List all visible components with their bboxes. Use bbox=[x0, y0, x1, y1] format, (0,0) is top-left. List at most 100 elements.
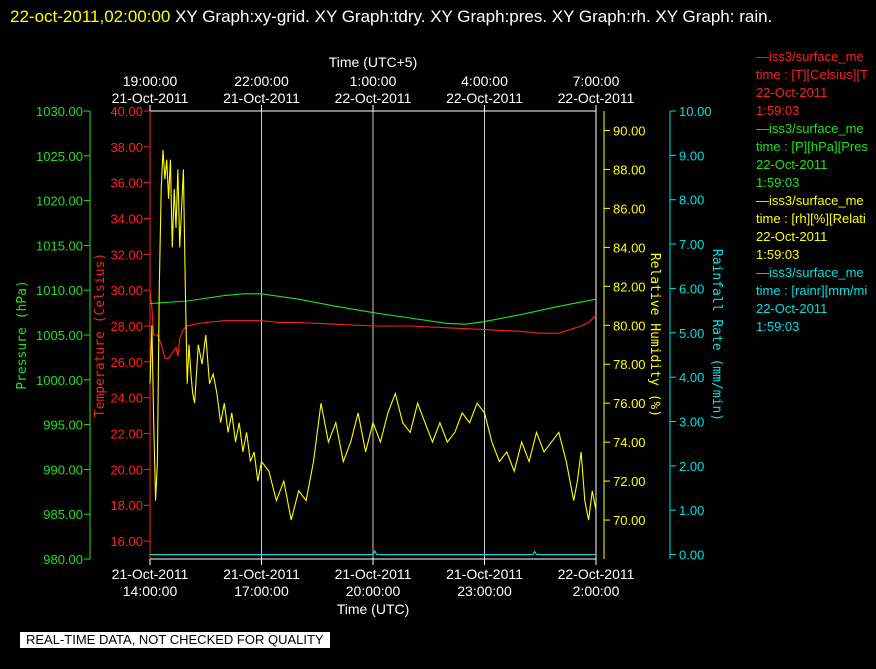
temperature-tick-label: 22.00 bbox=[110, 427, 143, 442]
rh-tick-label: 86.00 bbox=[613, 201, 646, 216]
rh-tick-label: 76.00 bbox=[613, 396, 646, 411]
x-axis-label: Time (UTC) bbox=[337, 601, 410, 617]
rh-tick-label: 70.00 bbox=[613, 513, 646, 528]
legend-entry-rainfall[interactable]: —iss3/surface_me time : [rainr][mm/mi 22… bbox=[756, 264, 876, 336]
pressure-tick-label: 990.00 bbox=[43, 462, 83, 477]
rain-tick-label: 8.00 bbox=[679, 193, 704, 208]
rain-tick-label: 1.00 bbox=[679, 503, 704, 518]
rain-tick-label: 9.00 bbox=[679, 148, 704, 163]
pressure-tick-label: 995.00 bbox=[43, 418, 83, 433]
legend-date: 22-Oct-2011 bbox=[756, 301, 828, 316]
x-tick-label: 22-Oct-2011 bbox=[558, 566, 635, 582]
pressure-tick-label: 1025.00 bbox=[36, 149, 83, 164]
x-top-tick-label: 4:00:00 bbox=[461, 73, 508, 89]
pressure-tick-label: 1000.00 bbox=[36, 373, 83, 388]
legend-date: 22-Oct-2011 bbox=[756, 85, 828, 100]
x-tick-label: 21-Oct-2011 bbox=[335, 566, 412, 582]
legend-panel: —iss3/surface_me time : [T][Celsius][T 2… bbox=[756, 48, 876, 336]
rain-tick-label: 3.00 bbox=[679, 414, 704, 429]
legend-series-name: —iss3/surface_me bbox=[756, 265, 864, 280]
x-top-tick-label: 22-Oct-2011 bbox=[558, 90, 635, 106]
temperature-tick-label: 20.00 bbox=[110, 462, 143, 477]
rh-tick-label: 80.00 bbox=[613, 318, 646, 333]
pressure-tick-label: 1020.00 bbox=[36, 194, 83, 209]
rain-tick-label: 2.00 bbox=[679, 459, 704, 474]
rh-tick-label: 74.00 bbox=[613, 435, 646, 450]
rh-tick-label: 84.00 bbox=[613, 240, 646, 255]
title-timestamp: 22-oct-2011,02:00:00 bbox=[10, 7, 171, 26]
x-tick-label: 21-Oct-2011 bbox=[446, 566, 523, 582]
legend-series-field: time : [P][hPa][Pres bbox=[756, 139, 868, 154]
x-tick-label: 17:00:00 bbox=[234, 583, 289, 599]
legend-entry-pressure[interactable]: —iss3/surface_me time : [P][hPa][Pres 22… bbox=[756, 120, 876, 192]
series-line-rh bbox=[149, 149, 597, 521]
x-top-tick-label: 7:00:00 bbox=[573, 73, 620, 89]
x-tick-label: 21-Oct-2011 bbox=[223, 566, 300, 582]
legend-time: 1:59:03 bbox=[756, 247, 800, 262]
x-tick-label: 21-Oct-2011 bbox=[112, 566, 189, 582]
legend-time: 1:59:03 bbox=[756, 103, 800, 118]
rain-tick-label: 4.00 bbox=[679, 370, 704, 385]
rh-tick-label: 82.00 bbox=[613, 279, 646, 294]
legend-series-name: —iss3/surface_me bbox=[756, 121, 864, 136]
temperature-tick-label: 18.00 bbox=[110, 498, 143, 513]
rain-axis-label: Rainfall Rate (mm/min) bbox=[709, 249, 724, 421]
rh-tick-label: 88.00 bbox=[613, 162, 646, 177]
x-top-tick-label: 21-Oct-2011 bbox=[223, 90, 300, 106]
pressure-tick-label: 980.00 bbox=[43, 552, 83, 567]
x-top-tick-label: 19:00:00 bbox=[123, 73, 178, 89]
title-text: XY Graph:xy-grid. XY Graph:tdry. XY Grap… bbox=[170, 7, 773, 26]
temperature-tick-label: 26.00 bbox=[110, 355, 143, 370]
rain-tick-label: 10.00 bbox=[679, 104, 712, 119]
legend-time: 1:59:03 bbox=[756, 319, 800, 334]
legend-series-field: time : [rh][%][Relati bbox=[756, 211, 866, 226]
temperature-tick-label: 38.00 bbox=[110, 140, 143, 155]
temperature-tick-label: 24.00 bbox=[110, 391, 143, 406]
pressure-tick-label: 1015.00 bbox=[36, 238, 83, 253]
x-top-tick-label: 22:00:00 bbox=[234, 73, 289, 89]
pressure-tick-label: 1005.00 bbox=[36, 328, 83, 343]
series-line-temperature bbox=[149, 290, 597, 359]
temperature-axis-label: Temperature (Celsius) bbox=[93, 253, 108, 417]
series-line-pressure bbox=[149, 293, 597, 325]
quality-warning-banner: REAL-TIME DATA, NOT CHECKED FOR QUALITY bbox=[20, 632, 330, 648]
legend-date: 22-Oct-2011 bbox=[756, 229, 828, 244]
x-top-tick-label: 22-Oct-2011 bbox=[446, 90, 523, 106]
legend-entry-temperature[interactable]: —iss3/surface_me time : [T][Celsius][T 2… bbox=[756, 48, 876, 120]
temperature-tick-label: 32.00 bbox=[110, 247, 143, 262]
rh-tick-label: 78.00 bbox=[613, 357, 646, 372]
pressure-tick-label: 985.00 bbox=[43, 507, 83, 522]
rh-axis-label: Relative Humidity (%) bbox=[647, 253, 662, 417]
x-tick-label: 14:00:00 bbox=[123, 583, 178, 599]
legend-series-name: —iss3/surface_me bbox=[756, 49, 864, 64]
page-title: 22-oct-2011,02:00:00 XY Graph:xy-grid. X… bbox=[10, 2, 860, 32]
legend-entry-humidity[interactable]: —iss3/surface_me time : [rh][%][Relati 2… bbox=[756, 192, 876, 264]
rain-tick-label: 5.00 bbox=[679, 326, 704, 341]
rain-tick-label: 6.00 bbox=[679, 281, 704, 296]
x-top-tick-label: 22-Oct-2011 bbox=[335, 90, 412, 106]
pressure-axis-label: Pressure (hPa) bbox=[15, 280, 30, 390]
temperature-tick-label: 34.00 bbox=[110, 212, 143, 227]
legend-date: 22-Oct-2011 bbox=[756, 157, 828, 172]
legend-series-field: time : [T][Celsius][T bbox=[756, 67, 868, 82]
x-top-tick-label: 1:00:00 bbox=[350, 73, 397, 89]
temperature-tick-label: 28.00 bbox=[110, 319, 143, 334]
legend-time: 1:59:03 bbox=[756, 175, 800, 190]
x-top-axis-label: Time (UTC+5) bbox=[329, 54, 418, 70]
x-tick-label: 23:00:00 bbox=[457, 583, 512, 599]
temperature-tick-label: 16.00 bbox=[110, 534, 143, 549]
x-tick-label: 2:00:00 bbox=[573, 583, 620, 599]
rain-tick-label: 0.00 bbox=[679, 548, 704, 563]
pressure-tick-label: 1010.00 bbox=[36, 283, 83, 298]
x-tick-label: 20:00:00 bbox=[346, 583, 401, 599]
temperature-tick-label: 36.00 bbox=[110, 176, 143, 191]
x-top-tick-label: 21-Oct-2011 bbox=[112, 90, 189, 106]
series-line-rain bbox=[150, 549, 596, 556]
temperature-tick-label: 40.00 bbox=[110, 104, 143, 119]
pressure-tick-label: 1030.00 bbox=[36, 104, 83, 119]
rain-tick-label: 7.00 bbox=[679, 237, 704, 252]
rh-tick-label: 72.00 bbox=[613, 474, 646, 489]
rh-tick-label: 90.00 bbox=[613, 123, 646, 138]
legend-series-field: time : [rainr][mm/mi bbox=[756, 283, 868, 298]
